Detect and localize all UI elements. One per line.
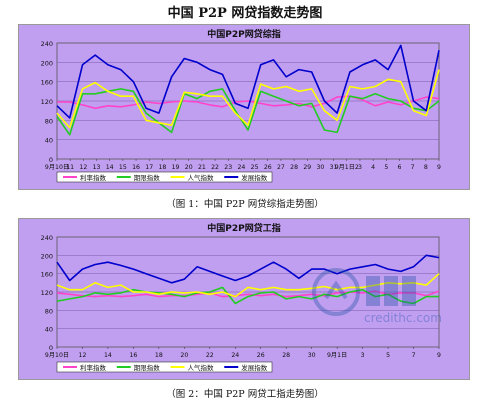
y-tick-label: 160 (41, 79, 53, 87)
legend-label-2: 期限指数 (134, 173, 161, 182)
x-tick-label: 9月10日 (45, 352, 69, 359)
x-tick-label: 28 (282, 352, 290, 359)
x-tick-label: 20 (185, 164, 193, 171)
y-tick-label: 120 (41, 289, 53, 297)
x-tick-label: 14 (104, 352, 112, 359)
x-tick-label: 31 (330, 164, 338, 171)
page-title: 中国 P2P 网贷指数走势图 (167, 6, 323, 21)
x-tick-label: 14 (106, 164, 114, 171)
x-tick-label: 16 (129, 352, 137, 359)
legend-label-3: 人气指数 (188, 363, 215, 372)
legend-label-1: 利率指数 (80, 363, 107, 372)
y-tick-label: 80 (45, 307, 53, 315)
caption-2: （图 2：中国 P2P 网贷工指走势图） (166, 389, 324, 400)
x-tick-label: 30 (317, 164, 325, 171)
x-tick-label: 27 (277, 164, 285, 171)
legend-label-4: 发展指数 (241, 173, 268, 182)
chart-panel-work: 中国P2P网贷工指 0 40 80 120 160 200 240 9月10日 12 14 16 18 2… (18, 218, 470, 380)
watermark-logo: credithc.com (310, 262, 480, 326)
x-tick-label: 15 (119, 164, 127, 171)
x-tick-label: 5 (384, 164, 388, 171)
x-tick-label: 24 (231, 352, 239, 359)
series-line-1 (57, 95, 440, 110)
y-tick-label: 0 (49, 156, 53, 164)
x-tick-label: 9 (437, 352, 441, 359)
x-tick-label: 29 (303, 164, 311, 171)
x-tick-label: 23 (224, 164, 232, 171)
chart-panel-composite: 中国P2P网贷综指 0 40 80 120 160 200 240 9月10日 11 12 13 14 1… (18, 24, 470, 190)
x-tick-label: 28 (290, 164, 298, 171)
x-tick-label: 17 (145, 164, 153, 171)
x-tick-label: 3 (358, 164, 362, 171)
x-tick-label: 9 (437, 164, 441, 171)
x-tick-label: 11 (66, 164, 74, 171)
x-tick-label: 26 (257, 352, 265, 359)
x-tick-label: 6 (398, 164, 402, 171)
legend-label-3: 人气指数 (188, 173, 215, 182)
svg-text:credithc.com: credithc.com (364, 311, 442, 325)
y-tick-label: 200 (41, 59, 53, 67)
x-tick-label: 12 (79, 164, 87, 171)
chart-title: 中国P2P网贷工指 (207, 222, 280, 234)
y-tick-label: 240 (41, 234, 53, 242)
x-tick-label: 22 (211, 164, 219, 171)
y-tick-label: 40 (45, 326, 53, 334)
x-tick-label: 5 (386, 352, 390, 359)
x-tick-label: 16 (132, 164, 140, 171)
x-tick-label: 21 (198, 164, 206, 171)
x-tick-label: 3 (361, 352, 365, 359)
x-tick-label: 25 (251, 164, 259, 171)
x-tick-label: 26 (264, 164, 272, 171)
y-tick-label: 40 (45, 137, 53, 145)
y-tick-label: 0 (49, 344, 53, 352)
x-tick-label: 13 (93, 164, 101, 171)
x-tick-label: 20 (180, 352, 188, 359)
y-tick-label: 200 (41, 252, 53, 260)
legend-box (56, 171, 273, 183)
series-line-4 (56, 254, 440, 284)
x-tick-label: 7 (411, 164, 415, 171)
y-tick-label: 80 (45, 117, 53, 125)
x-tick-label: 19 (172, 164, 180, 171)
legend-label-4: 发展指数 (241, 363, 268, 372)
chart-title: 中国P2P网贷综指 (207, 28, 280, 40)
y-tick-label: 120 (41, 98, 53, 106)
series-line-2 (56, 88, 440, 136)
legend-label-1: 利率指数 (80, 173, 107, 182)
x-tick-label: 30 (308, 352, 316, 359)
x-tick-label: 22 (206, 352, 214, 359)
work-index-chart: 中国P2P网贷工指 0 40 80 120 160 200 240 9月10日 12 14 16 18 2… (19, 219, 469, 379)
series-line-4 (56, 44, 440, 119)
series-line-1 (56, 290, 440, 298)
series-line-3 (56, 69, 440, 129)
x-tick-label: 8 (424, 164, 428, 171)
x-tick-label: 12 (79, 352, 87, 359)
legend-label-2: 期限指数 (134, 363, 161, 372)
x-tick-label: 9月10日 (45, 164, 69, 171)
y-tick-label: 240 (41, 40, 53, 48)
series-line-3 (56, 273, 440, 298)
x-tick-label: 7 (412, 352, 416, 359)
x-tick-label: 9月1日2 (335, 164, 359, 171)
x-tick-label: 18 (155, 352, 163, 359)
y-tick-label: 160 (41, 271, 53, 279)
x-tick-label: 24 (237, 164, 245, 171)
x-tick-label: 4 (371, 164, 375, 171)
x-tick-label: 18 (158, 164, 166, 171)
legend-box (56, 361, 273, 373)
caption-1: （图 1：中国 P2P 网贷综指走势图） (166, 199, 324, 210)
x-tick-label: 9月1日 (327, 352, 347, 359)
series-line-2 (56, 286, 439, 305)
